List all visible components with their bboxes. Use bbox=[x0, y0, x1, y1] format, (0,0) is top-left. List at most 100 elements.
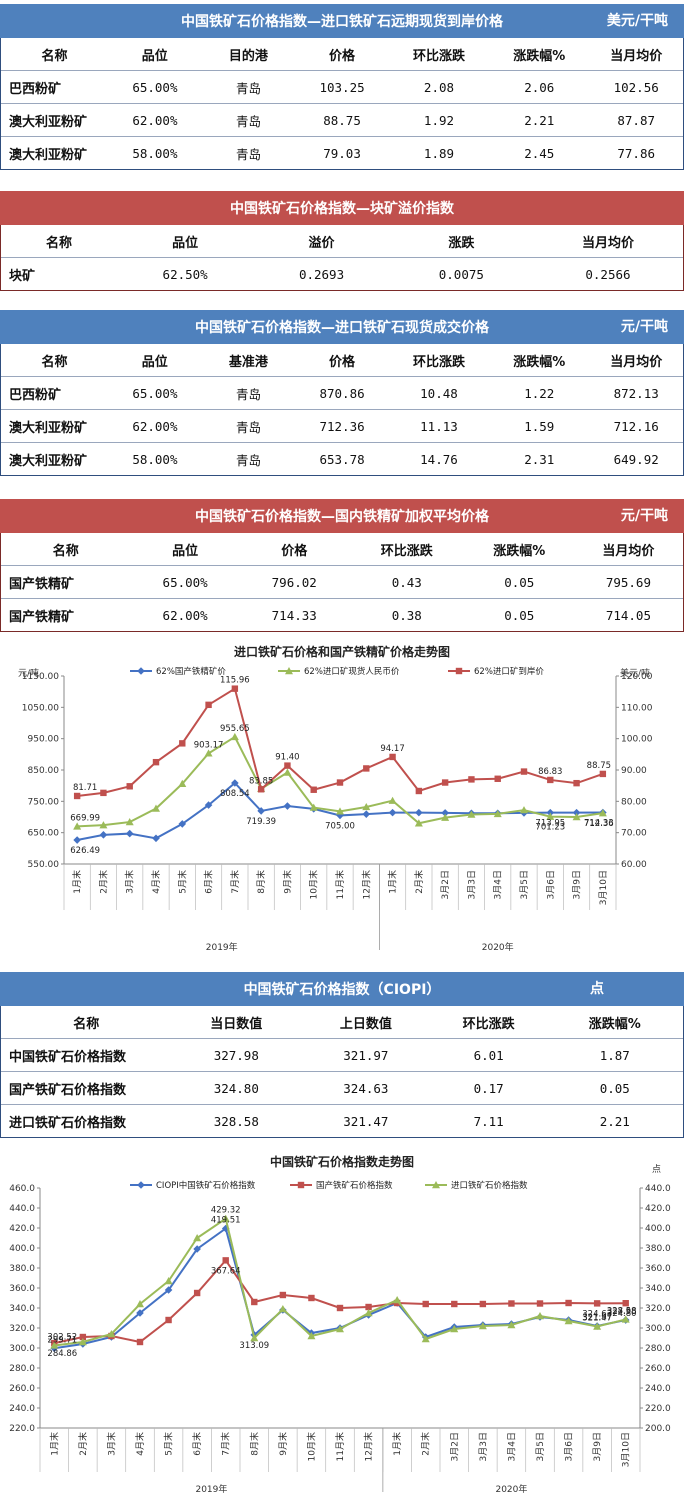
data-point bbox=[278, 1305, 287, 1313]
category-label: 3月3日 bbox=[478, 1432, 489, 1461]
column-header: 品位 bbox=[172, 543, 199, 559]
category-label: 5月末 bbox=[163, 1432, 175, 1456]
category-label: 10月末 bbox=[308, 870, 320, 899]
table-row: 中国铁矿石价格指数 327.98 321.97 6.01 1.87 bbox=[1, 1039, 683, 1072]
column-header: 名称 bbox=[41, 354, 68, 370]
legend-label: 62%进口矿到岸价 bbox=[474, 666, 544, 677]
data-label: 86.83 bbox=[538, 767, 562, 777]
right-tick-label: 100.00 bbox=[621, 735, 653, 745]
data-point bbox=[494, 775, 501, 782]
table-cell: 0.0075 bbox=[438, 266, 484, 282]
data-label: 719.39 bbox=[246, 817, 276, 827]
data-point bbox=[310, 786, 317, 793]
category-label: 1月末 bbox=[71, 870, 83, 894]
table-header-row: 名称 品位 基准港 价格 环比涨跌 涨跌幅% 当月均价 bbox=[1, 344, 683, 377]
category-label: 3月末 bbox=[105, 1432, 117, 1456]
table-cell: 77.86 bbox=[617, 145, 656, 161]
data-point bbox=[221, 1224, 230, 1233]
row-name-cell: 国产铁矿石价格指数 bbox=[9, 1082, 127, 1098]
data-label: 299.71 bbox=[47, 1335, 77, 1345]
data-label: 705.00 bbox=[325, 821, 355, 831]
table-cell: 649.92 bbox=[613, 451, 659, 467]
table-cell: 0.2693 bbox=[298, 266, 345, 282]
data-point bbox=[468, 776, 475, 783]
category-label: 3月6日 bbox=[564, 1432, 575, 1461]
left-tick-label: 550.00 bbox=[28, 860, 60, 870]
data-point bbox=[536, 1312, 544, 1320]
data-point bbox=[479, 1300, 487, 1308]
table-cell: 62.50% bbox=[162, 266, 208, 282]
category-label: 3月5日 bbox=[519, 870, 530, 899]
table-cell: 102.56 bbox=[613, 79, 659, 95]
table-cell: 0.05 bbox=[599, 1080, 630, 1096]
column-header: 涨跌 bbox=[448, 235, 475, 251]
data-point bbox=[388, 796, 397, 804]
data-point bbox=[422, 1300, 429, 1308]
right-tick-label: 280.0 bbox=[645, 1344, 671, 1354]
data-point bbox=[572, 813, 581, 821]
column-header: 名称 bbox=[41, 48, 68, 64]
data-point bbox=[598, 809, 607, 817]
left-tick-label: 220.0 bbox=[9, 1424, 35, 1434]
data-point bbox=[99, 821, 108, 829]
left-tick-label: 950.00 bbox=[28, 735, 60, 745]
row-name-cell: 澳大利亚粉矿 bbox=[9, 420, 88, 436]
category-label: 2月末 bbox=[413, 870, 425, 894]
forward-price-table: 名称 品位 目的港 价格 环比涨跌 涨跌幅% 当月均价 巴西粉矿 65.00% 青岛 103.25 2… bbox=[0, 38, 684, 170]
category-label: 10月末 bbox=[305, 1432, 317, 1461]
data-point bbox=[283, 768, 292, 776]
data-point bbox=[336, 811, 344, 820]
table-row: 进口铁矿石价格指数 328.58 321.47 7.11 2.21 bbox=[1, 1105, 683, 1137]
data-label: 419.51 bbox=[211, 1215, 241, 1225]
table-cell: 青岛 bbox=[235, 113, 261, 129]
legend-marker bbox=[297, 1181, 305, 1189]
table-cell: 714.33 bbox=[271, 607, 317, 623]
data-point bbox=[336, 1325, 344, 1333]
table-cell: 321.47 bbox=[343, 1113, 389, 1129]
data-point bbox=[222, 1257, 229, 1264]
legend-marker bbox=[455, 667, 463, 675]
table-cell: 1.92 bbox=[423, 112, 455, 128]
table-cell: 712.16 bbox=[613, 418, 659, 434]
left-tick-label: 440.0 bbox=[9, 1204, 35, 1214]
chart-title: 中国铁矿石价格指数走势图 bbox=[270, 1154, 414, 1169]
table-cell: 6.01 bbox=[473, 1047, 504, 1063]
data-point bbox=[508, 1300, 515, 1307]
column-header: 品位 bbox=[172, 235, 199, 251]
column-header: 当月均价 bbox=[610, 48, 663, 64]
right-tick-label: 300.0 bbox=[645, 1324, 671, 1334]
category-label: 3月9日 bbox=[592, 1432, 603, 1461]
category-label: 11月末 bbox=[334, 870, 346, 899]
data-point bbox=[441, 813, 450, 821]
data-point bbox=[178, 820, 187, 828]
category-label: 3月10日 bbox=[621, 1432, 632, 1467]
left-tick-label: 460.0 bbox=[9, 1184, 35, 1194]
column-header: 环比涨跌 bbox=[462, 1016, 515, 1032]
data-point bbox=[125, 818, 134, 826]
table-cell: 88.75 bbox=[323, 112, 361, 128]
price-trend-chart: 进口铁矿石价格和国产铁精矿价格走势图 元/吨 美元/吨 550.00 650.00 750… bbox=[0, 638, 684, 963]
left-tick-label: 320.0 bbox=[9, 1324, 35, 1334]
data-label: 669.99 bbox=[70, 813, 100, 823]
data-point bbox=[73, 822, 82, 830]
category-label: 8月末 bbox=[255, 870, 267, 894]
data-point bbox=[478, 1322, 487, 1330]
spot-price-unit: 元/干吨 bbox=[620, 319, 668, 335]
data-point bbox=[441, 809, 449, 817]
left-tick-label: 400.0 bbox=[9, 1244, 35, 1254]
table-row: 巴西粉矿 65.00% 青岛 870.86 10.48 1.22 872.13 bbox=[1, 377, 683, 410]
data-point bbox=[257, 786, 265, 793]
table-cell: 7.11 bbox=[473, 1113, 504, 1129]
left-tick-label: 1050.00 bbox=[22, 703, 59, 713]
table-row: 澳大利亚粉矿 58.00% 青岛 653.78 14.76 2.31 649.92 bbox=[1, 443, 683, 475]
right-tick-label: 440.0 bbox=[645, 1184, 671, 1194]
table-header-row: 名称 品位 溢价 涨跌 当月均价 bbox=[1, 225, 683, 258]
category-label: 9月末 bbox=[281, 870, 293, 894]
data-point bbox=[204, 749, 213, 757]
data-point bbox=[126, 783, 133, 790]
legend-marker bbox=[432, 1181, 440, 1189]
data-point bbox=[414, 819, 423, 827]
left-tick-label: 340.0 bbox=[9, 1304, 35, 1314]
right-tick-label: 60.00 bbox=[621, 860, 647, 870]
